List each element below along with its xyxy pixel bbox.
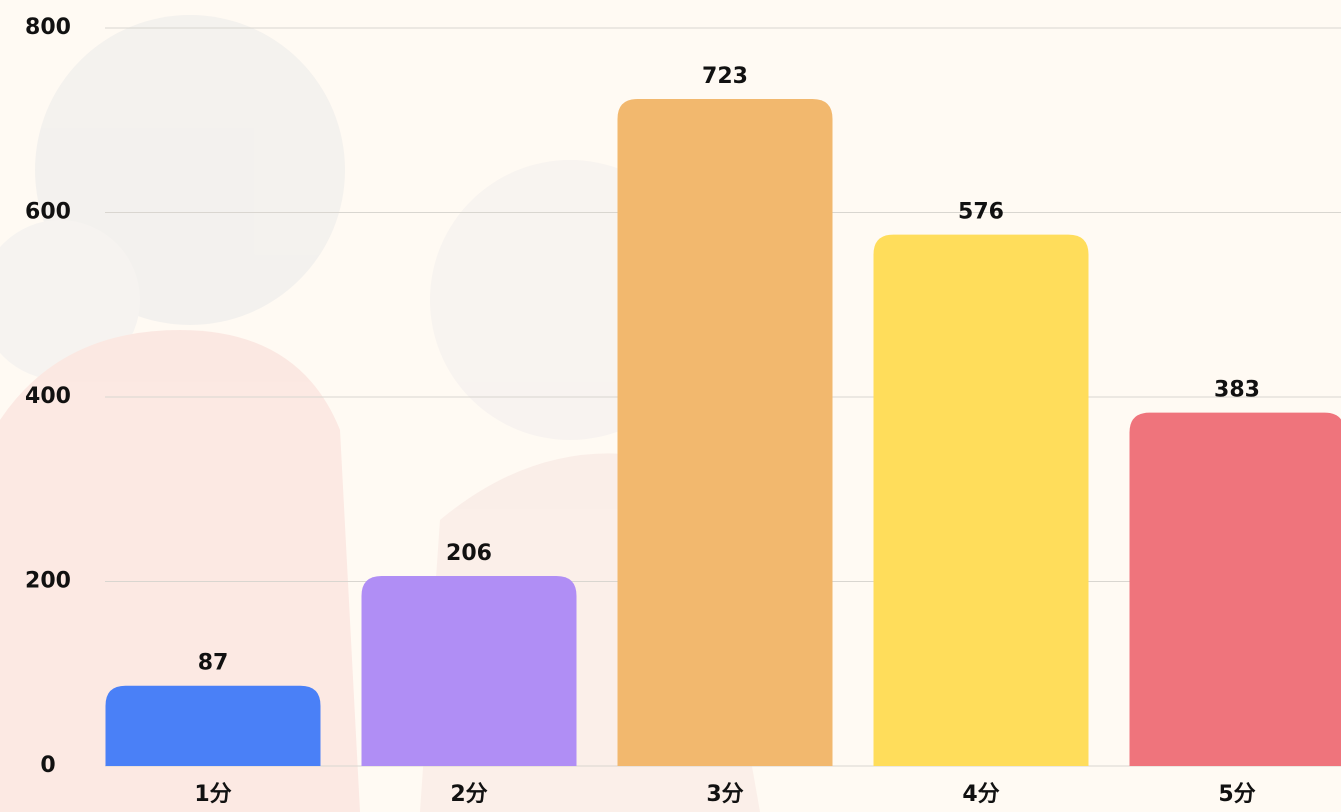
x-tick-label: 3分 bbox=[706, 782, 743, 807]
x-tick-label: 1分 bbox=[194, 782, 231, 807]
y-tick-label: 200 bbox=[25, 569, 71, 594]
chart: 0 200 400 600 800 87 1分 206 2分 723 3分 576 4分 383 5分 bbox=[0, 0, 1341, 812]
x-tick-label: 4分 bbox=[962, 782, 999, 807]
bar bbox=[362, 576, 577, 766]
y-tick-label: 600 bbox=[25, 200, 71, 225]
bar bbox=[106, 686, 321, 766]
bar bbox=[874, 235, 1089, 766]
bar bbox=[618, 99, 833, 766]
page: {"chart_data": {"type": "bar", "categori… bbox=[0, 0, 1341, 812]
bar bbox=[1130, 413, 1341, 766]
value-label: 383 bbox=[1214, 378, 1260, 403]
y-tick-label: 800 bbox=[25, 15, 71, 40]
value-label: 723 bbox=[702, 64, 748, 89]
x-tick-label: 2分 bbox=[450, 782, 487, 807]
value-label: 576 bbox=[958, 200, 1004, 225]
value-label: 206 bbox=[446, 541, 492, 566]
x-tick-label: 5分 bbox=[1218, 782, 1255, 807]
y-tick-label: 400 bbox=[25, 384, 71, 409]
y-tick-label: 0 bbox=[40, 753, 55, 778]
value-label: 87 bbox=[198, 651, 229, 676]
